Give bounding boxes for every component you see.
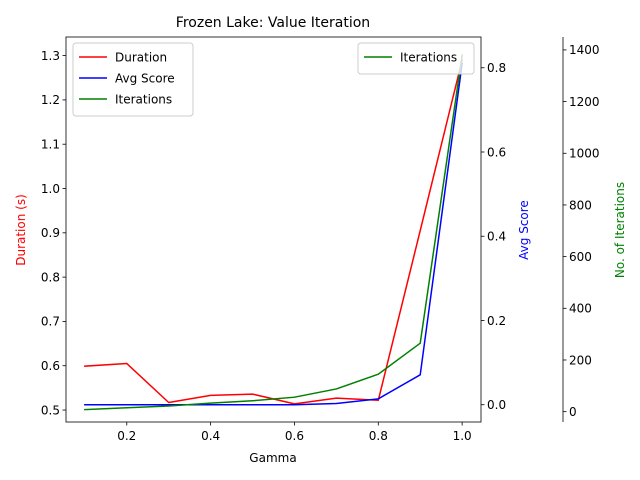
third-y-tick-label: 1400 <box>569 43 600 57</box>
left-y-tick-label: 0.7 <box>41 315 60 329</box>
right-y-tick-label: 0.6 <box>487 145 506 159</box>
plot-frame <box>65 36 482 423</box>
left-y-tick-label: 1.2 <box>41 93 60 107</box>
left-y-tick-label: 1.0 <box>41 182 60 196</box>
plot-border <box>65 36 482 423</box>
x-tick-label: 0.2 <box>117 429 136 443</box>
third-y-tick-label: 800 <box>569 198 592 212</box>
legend-label: Duration <box>115 50 167 64</box>
legend-label: Iterations <box>400 50 457 64</box>
x-axis-title: Gamma <box>249 451 296 465</box>
right-y-tick-label: 0.8 <box>487 61 506 75</box>
right-y-tick-label: 0.0 <box>487 398 506 412</box>
series-line-iterations <box>84 54 463 411</box>
legend-label: Iterations <box>115 92 172 106</box>
left-y-tick-label: 1.3 <box>41 49 60 63</box>
series-line-avg-score <box>84 62 463 406</box>
right-y-axis-title: Avg Score <box>517 200 531 260</box>
left-y-tick-label: 0.8 <box>41 270 60 284</box>
series-layer <box>84 54 464 411</box>
legend-frame <box>357 42 475 75</box>
right-y-tick-label: 0.2 <box>487 314 506 328</box>
legend-upper-left: Duration Avg Score Iterations <box>72 42 194 117</box>
x-tick-label: 1.0 <box>453 429 472 443</box>
left-y-tick-label: 0.6 <box>41 359 60 373</box>
third-y-tick-label: 0 <box>569 405 577 419</box>
left-y-axis-title: Duration (s) <box>14 194 28 266</box>
left-y-tick-label: 0.5 <box>41 403 60 417</box>
legend-frame <box>72 42 194 117</box>
legend-label: Avg Score <box>115 71 175 85</box>
axes-layer: 0.2 0.4 0.6 0.8 1.0 0.5 0.6 0.7 0.8 0.9 1.0 1.1 1.2 1… <box>14 37 627 443</box>
third-y-tick-label: 400 <box>569 302 592 316</box>
third-y-tick-label: 1000 <box>569 147 600 161</box>
third-y-tick-label: 200 <box>569 353 592 367</box>
chart-title: Frozen Lake: Value Iteration <box>176 15 370 31</box>
third-y-axis-title: No. of Iterations <box>613 182 627 278</box>
right-y-tick-label: 0.4 <box>487 230 506 244</box>
left-y-tick-label: 0.9 <box>41 226 60 240</box>
legend-upper-right: Iterations <box>357 42 475 75</box>
legend-layer: Duration Avg Score Iterations Iterations <box>72 42 475 117</box>
left-y-tick-label: 1.1 <box>41 138 60 152</box>
x-tick-label: 0.4 <box>201 429 220 443</box>
x-tick-label: 0.6 <box>285 429 304 443</box>
third-y-tick-label: 1200 <box>569 95 600 109</box>
third-y-tick-label: 600 <box>569 250 592 264</box>
x-tick-label: 0.8 <box>369 429 388 443</box>
